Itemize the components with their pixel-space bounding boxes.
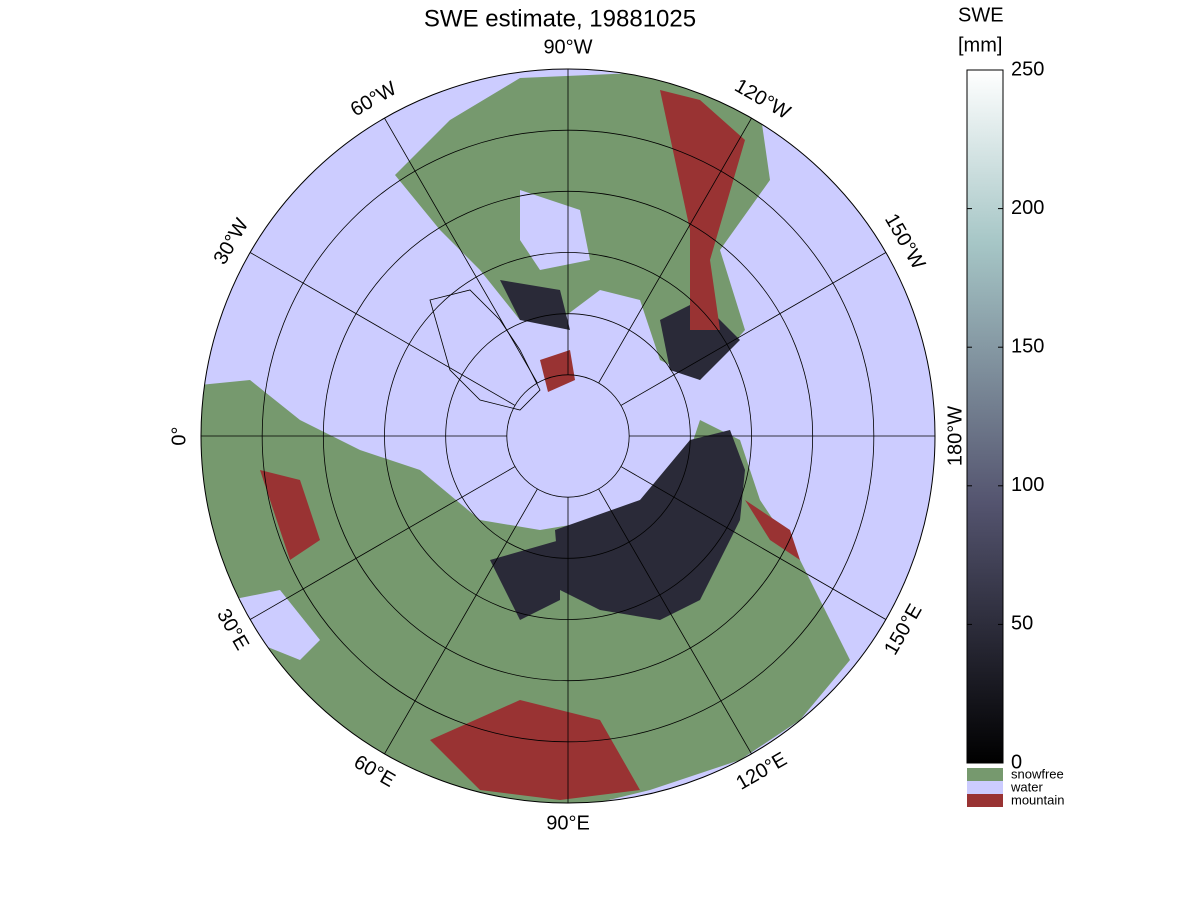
meridian [598, 117, 752, 384]
meridian [384, 117, 538, 384]
colorbar-label: [mm] [958, 34, 1002, 56]
longitude-label: 90°W [543, 36, 592, 58]
colorbar-tick-label: 0 [1011, 751, 1022, 773]
colorbar-tick-label: 150 [1011, 335, 1044, 357]
colorbar-tick-label: 200 [1011, 197, 1044, 219]
greenland [429, 289, 541, 411]
meridian [620, 466, 887, 620]
class-label: mountain [1011, 792, 1064, 807]
longitude-label: 90°E [546, 812, 590, 834]
longitude-label: 180°W [944, 406, 966, 466]
map-disc [201, 69, 935, 803]
colorbar-tick-label: 250 [1011, 58, 1044, 80]
snow-cover [490, 280, 745, 620]
meridian [598, 488, 752, 755]
longitude-label: 0° [168, 426, 190, 445]
class-swatch [967, 781, 1003, 794]
map-title: SWE estimate, 19881025 [424, 5, 696, 32]
class-label: water [1010, 779, 1043, 794]
colorbar: SWE [mm] 0 50 100 150 200 250 snowfreewatermount… [958, 4, 1064, 807]
class-swatch [967, 794, 1003, 807]
meridian [249, 466, 516, 620]
colorbar-label: SWE [958, 4, 1004, 26]
colorbar-ramp [966, 69, 1004, 764]
meridian [620, 252, 887, 406]
meridian [249, 252, 516, 406]
colorbar-tick-label: 100 [1011, 474, 1044, 496]
baltic-sea [230, 590, 320, 660]
class-label: snowfree [1011, 766, 1064, 781]
map-frame [200, 68, 936, 804]
hudson-bay [520, 190, 590, 270]
graticule [201, 69, 935, 803]
meridian [384, 488, 538, 755]
colorbar-tick-label: 50 [1011, 613, 1033, 635]
class-swatch [967, 768, 1003, 781]
